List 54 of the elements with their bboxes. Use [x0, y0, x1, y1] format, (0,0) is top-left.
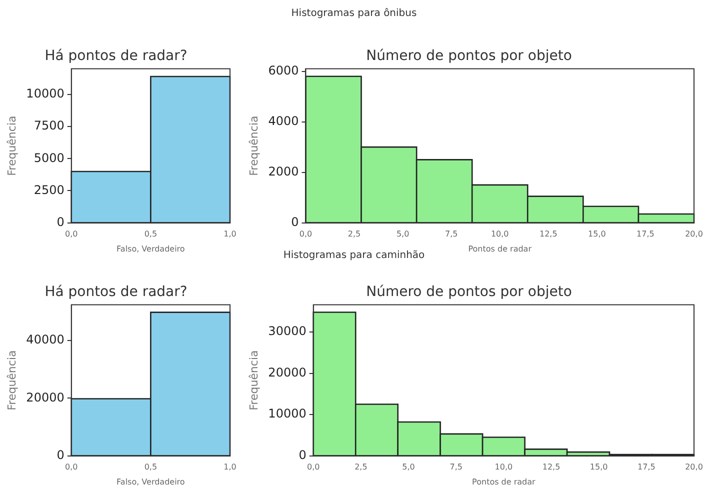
y-tick-label: 6000	[268, 63, 299, 78]
y-tick-label: 20000	[268, 365, 306, 380]
y-tick-label: 10000	[26, 86, 64, 101]
x-axis-title: Falso, Verdadeiro	[116, 244, 185, 254]
text: Histogramas para caminhão	[283, 250, 425, 261]
y-tick-label: 7500	[34, 118, 64, 133]
x-tick-label: 0,0	[65, 230, 78, 239]
y-axis-title: Frequência	[247, 116, 260, 176]
y-axis-title: Frequência	[247, 350, 260, 410]
x-tick-label: 2,5	[348, 230, 361, 239]
x-tick-label: 17,5	[638, 462, 656, 472]
x-axis-title: Falso, Verdadeiro	[116, 477, 185, 486]
y-tick-label: 2500	[34, 182, 64, 197]
chart-title: Número de pontos por objeto	[366, 284, 572, 300]
y-tick-label: 4000	[268, 114, 299, 128]
x-tick-label: 12,5	[539, 230, 558, 239]
y-tick-label: 2000	[268, 164, 299, 178]
chart-title: Há pontos de radar?	[44, 48, 188, 64]
x-tick-label: 15,0	[590, 462, 608, 472]
x-tick-label: 15,0	[588, 230, 606, 239]
x-tick-label: 17,5	[636, 230, 654, 239]
y-tick-label: 40000	[26, 332, 64, 347]
chart-title: Há pontos de radar?	[44, 284, 188, 300]
x-tick-label: 0,5	[144, 230, 158, 239]
y-tick-label: 30000	[268, 324, 306, 338]
x-tick-label: 2,5	[354, 462, 368, 472]
x-axis-title: Pontos de radar	[468, 244, 532, 254]
y-tick-label: 0	[298, 448, 306, 462]
y-tick-label: 0	[291, 214, 299, 229]
x-axis-title: Pontos de radar	[472, 477, 536, 486]
chart-title: Número de pontos por objeto	[366, 48, 572, 64]
x-tick-label: 10,0	[490, 230, 509, 239]
x-tick-label: 1,0	[224, 462, 236, 472]
x-tick-label: 7,5	[450, 462, 462, 472]
y-tick-label: 0	[56, 448, 64, 462]
x-tick-label: 20,0	[685, 462, 703, 472]
x-tick-label: 5,0	[402, 462, 415, 472]
x-tick-label: 12,5	[542, 462, 560, 472]
y-axis-title: Frequência	[5, 116, 18, 176]
y-axis-title: Frequência	[5, 350, 18, 410]
x-tick-label: 0,5	[144, 462, 158, 472]
y-tick-label: 10000	[268, 406, 306, 421]
y-tick-label: 20000	[26, 390, 64, 404]
y-tick-label: 5000	[34, 150, 64, 165]
x-tick-label: 5,0	[396, 230, 410, 239]
x-tick-label: 0,0	[299, 230, 312, 239]
x-tick-label: 10,0	[494, 462, 513, 472]
x-tick-label: 0,0	[307, 462, 320, 472]
x-tick-label: 20,0	[685, 230, 703, 239]
x-tick-label: 1,0	[224, 230, 236, 239]
x-tick-label: 0,0	[65, 462, 78, 472]
x-tick-label: 7,5	[444, 230, 458, 239]
text: Histogramas para ônibus	[290, 8, 418, 19]
y-tick-label: 0	[56, 214, 64, 229]
